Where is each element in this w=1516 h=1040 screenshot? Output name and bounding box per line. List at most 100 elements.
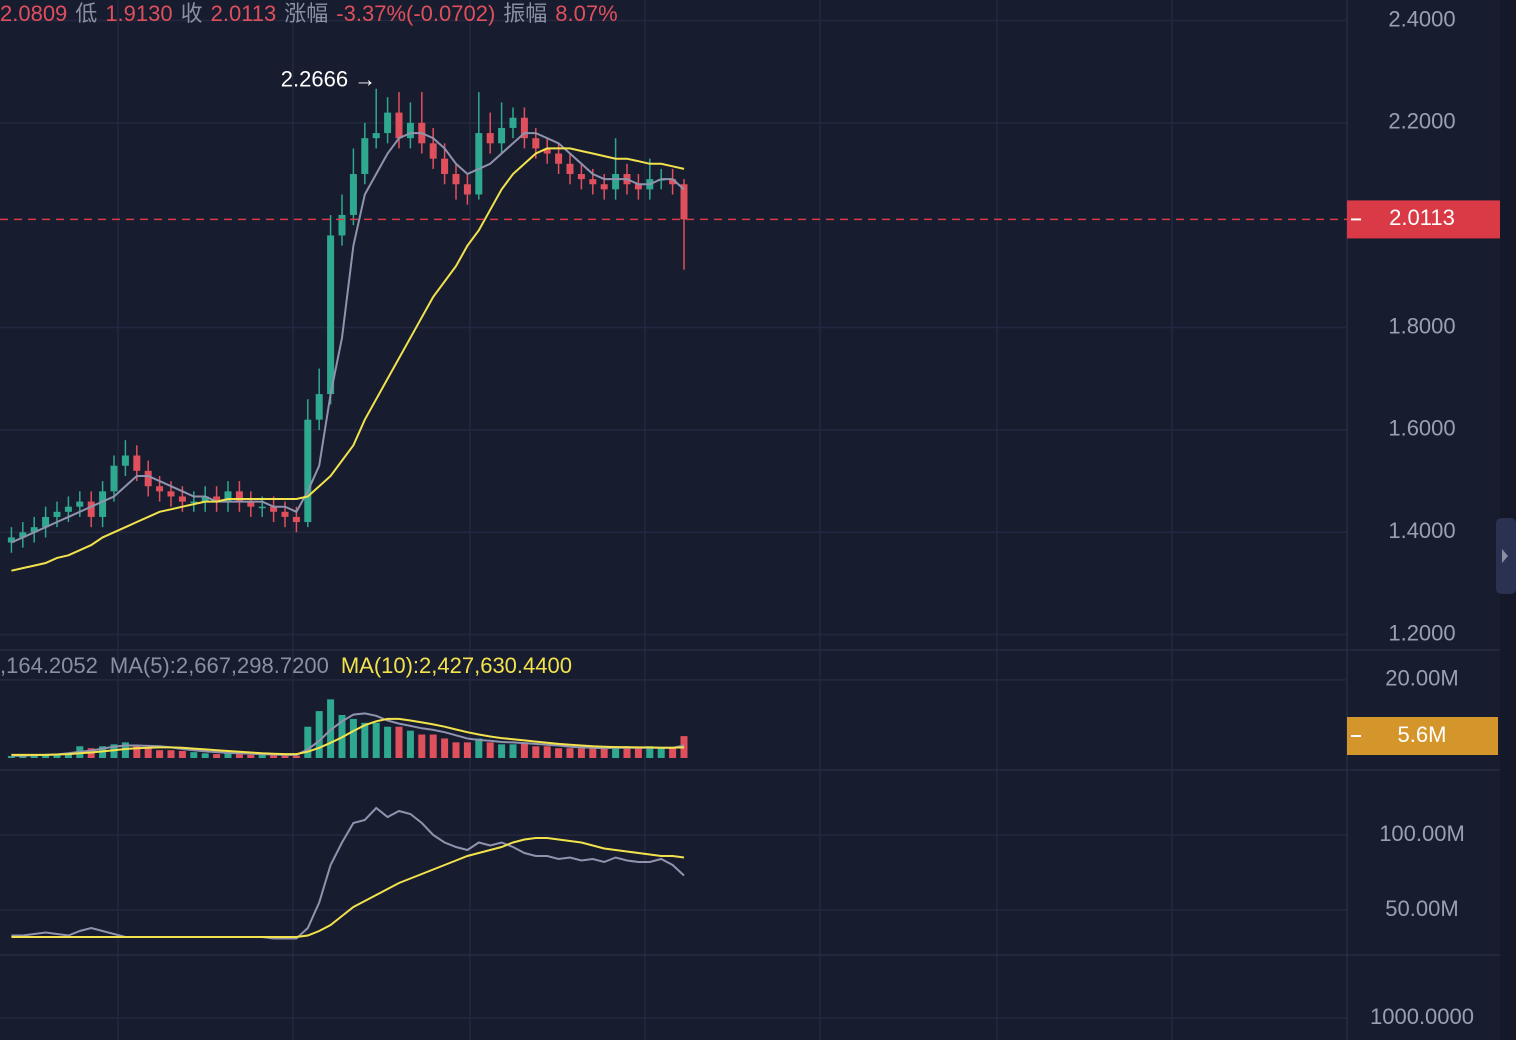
volume-bar	[395, 726, 403, 758]
candle-body	[42, 516, 50, 528]
volume-bar	[623, 748, 631, 758]
candle-body	[577, 174, 585, 180]
volume-bar	[555, 748, 563, 758]
volume-bar	[42, 754, 50, 758]
volume-bar	[612, 746, 620, 758]
candle-body	[566, 163, 574, 175]
volume-header-item: MA(10):2,427,630.4400	[340, 653, 572, 678]
y-tick-label: 20.00M	[1385, 666, 1458, 691]
candle-body	[133, 455, 141, 471]
volume-bar	[600, 748, 608, 758]
candle-body	[395, 112, 403, 139]
volume-bar	[429, 734, 437, 758]
volume-bar	[190, 752, 198, 758]
volume-bar	[384, 726, 392, 758]
candle-body	[498, 127, 506, 144]
candle-body	[7, 537, 15, 543]
candle-body	[680, 184, 688, 220]
volume-bar	[19, 755, 27, 758]
candle-body	[87, 501, 95, 517]
candle-body	[167, 491, 175, 497]
candle-body	[292, 516, 300, 523]
volume-bar	[349, 718, 357, 758]
header-value: 2.0809	[0, 1, 68, 26]
volume-bar	[646, 746, 654, 758]
volume-bar	[178, 750, 186, 758]
volume-bar	[144, 748, 152, 758]
volume-bar	[270, 755, 278, 758]
candle-body	[509, 117, 517, 128]
volume-bar	[475, 738, 483, 758]
volume-bar	[406, 730, 414, 758]
candle-body	[669, 179, 677, 185]
header-label: 涨幅	[284, 1, 329, 26]
volume-bar	[566, 748, 574, 758]
volume-bar	[361, 722, 369, 758]
candle-body	[110, 465, 118, 492]
y-tick-label: 1.6000	[1388, 416, 1455, 441]
y-tick-label: 1.8000	[1388, 313, 1455, 338]
volume-bar	[30, 755, 38, 758]
candle-body	[452, 174, 460, 185]
volume-bar	[418, 734, 426, 758]
volume-bar	[133, 746, 141, 758]
candle-body	[338, 214, 346, 236]
current-volume-label: 5.6M	[1398, 722, 1447, 747]
ma-line	[11, 147, 685, 572]
candle-body	[532, 138, 540, 149]
volume-bar	[543, 746, 551, 758]
y-tick-label: 1.2000	[1388, 620, 1455, 645]
header-label: 振幅	[503, 1, 548, 26]
volume-bar	[213, 754, 221, 758]
candle-body	[349, 174, 357, 215]
volume-bar	[532, 746, 540, 758]
candle-body	[304, 419, 312, 523]
volume-header-item: ,164.2052	[0, 653, 98, 678]
y-tick-label: 2.2000	[1388, 109, 1455, 134]
volume-header-item: MA(5):2,667,298.7200	[109, 653, 329, 678]
candle-body	[520, 117, 528, 139]
candle-body	[634, 184, 642, 190]
volume-bar	[224, 753, 232, 758]
candle-body	[76, 501, 84, 507]
y-tick-label: 50.00M	[1385, 896, 1458, 921]
volume-bar	[281, 754, 289, 758]
candle-body	[315, 394, 323, 420]
candle-body	[372, 133, 380, 139]
volume-bar	[520, 742, 528, 758]
candle-body	[121, 455, 129, 466]
candle-body	[475, 133, 483, 195]
volume-bar	[156, 750, 164, 758]
candle-body	[589, 179, 597, 185]
volume-header: ,164.2052 MA(5):2,667,298.7200 MA(10):2,42…	[0, 653, 584, 679]
candle-body	[463, 184, 471, 195]
candle-body	[555, 153, 563, 164]
y-tick-label: 1000.0000	[1370, 1004, 1474, 1029]
volume-bar	[509, 744, 517, 758]
candle-body	[190, 501, 198, 504]
volume-bar	[441, 738, 449, 758]
volume-bar	[247, 754, 255, 758]
candle-body	[612, 174, 620, 190]
handle-arrow	[1502, 549, 1508, 563]
volume-bar	[315, 711, 323, 758]
candle-body	[178, 496, 186, 502]
current-price-box	[1347, 200, 1500, 239]
y-tick-label: 1.4000	[1388, 518, 1455, 543]
candle-body	[201, 496, 209, 502]
candle-body	[384, 112, 392, 134]
candle-body	[361, 138, 369, 175]
volume-bar	[463, 742, 471, 758]
current-price-label: 2.0113	[1389, 205, 1455, 230]
candle-body	[429, 143, 437, 159]
volume-bar	[680, 736, 688, 758]
volume-bar	[577, 748, 585, 758]
candle-body	[327, 235, 335, 395]
candle-body	[30, 527, 38, 533]
candle-body	[441, 158, 449, 175]
volume-bar	[452, 742, 460, 758]
ma-line	[11, 837, 685, 938]
